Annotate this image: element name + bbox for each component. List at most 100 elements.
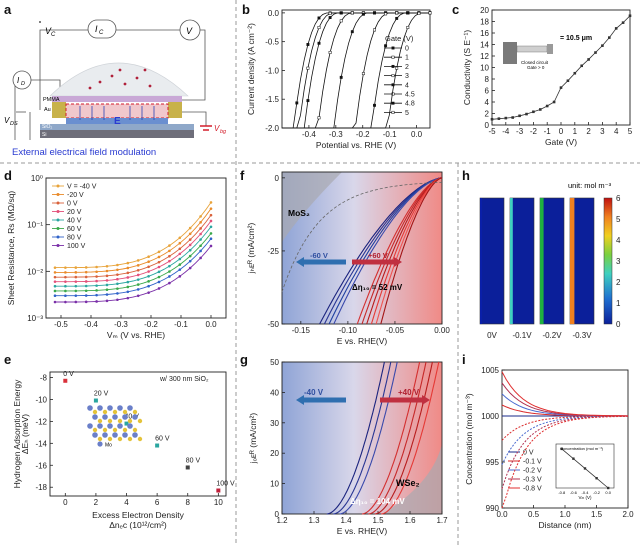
inset-y-label: Concentration (mol m⁻³) <box>560 446 604 451</box>
data-point <box>95 300 98 303</box>
data-point <box>178 268 182 271</box>
legend-title: Gate (V) <box>385 34 414 43</box>
legend-label: 20 V <box>67 209 82 216</box>
series-marker <box>373 11 376 15</box>
data-point <box>105 279 109 282</box>
panel-a-caption: External electrical field modulation <box>12 147 156 158</box>
si-substrate <box>40 130 194 138</box>
x-axis-label: Distance (nm) <box>539 520 592 530</box>
legend-marker <box>56 184 60 188</box>
material-label: MoS₂ <box>288 208 310 218</box>
data-point <box>95 270 98 274</box>
data-point <box>53 284 57 288</box>
data-point <box>188 238 192 241</box>
svg-text:C: C <box>51 32 56 38</box>
panel-letter-a: a <box>4 2 12 17</box>
data-point <box>209 219 213 223</box>
series-marker <box>373 28 376 32</box>
legend-marker <box>56 244 60 247</box>
legend-label: 0 V <box>523 450 534 457</box>
data-point <box>124 421 129 426</box>
data-point <box>157 280 161 284</box>
lattice-atom-s <box>122 409 128 415</box>
data-point <box>147 284 150 288</box>
series-marker <box>350 30 354 34</box>
x-tick-label: -0.5 <box>54 320 68 329</box>
data-point <box>74 284 78 288</box>
inset-tick-label: -0.2 <box>593 490 601 495</box>
series-line <box>282 12 430 129</box>
data-point <box>209 201 213 204</box>
x-tick-label: -0.10 <box>339 326 358 335</box>
data-point <box>608 36 611 39</box>
lattice-atom-s <box>122 427 128 433</box>
data-point <box>178 252 182 256</box>
data-point <box>199 249 202 253</box>
series-marker <box>306 66 310 70</box>
data-point <box>53 300 57 304</box>
data-point <box>64 266 67 269</box>
series-line <box>361 361 421 515</box>
data-point <box>95 275 98 278</box>
y-tick-label: 8 <box>485 75 490 84</box>
left-arrow-head <box>296 257 304 267</box>
data-point <box>74 289 78 293</box>
lattice-atom-s <box>127 436 133 442</box>
lattice-atom-s <box>112 427 118 433</box>
lattice-atom-s <box>137 418 143 424</box>
svg-text:V: V <box>45 26 52 36</box>
data-point <box>157 287 161 290</box>
panel-letter-e: e <box>4 352 11 367</box>
lattice-atom-s <box>92 427 98 433</box>
data-point <box>178 263 182 266</box>
point-label: 80 V <box>186 457 201 464</box>
panel-letter-h: h <box>462 168 470 183</box>
panel-f: f -0.15 -0.10 -0.05 0.00 0 -25 -50 E vs. RHE(V)… <box>240 168 450 346</box>
data-point <box>511 116 514 119</box>
inset-tick-label: -0.6 <box>570 490 578 495</box>
x-tick-label: 2.0 <box>622 510 634 519</box>
lattice-atom-s <box>132 409 138 415</box>
legend-label: 4.8 <box>405 101 415 108</box>
right-arrow-label: +60 V <box>368 251 388 260</box>
x-tick-label: 3 <box>600 127 605 136</box>
y-tick-label: 16 <box>480 29 489 38</box>
data-point <box>64 271 67 274</box>
data-point <box>594 51 597 54</box>
data-point <box>199 256 202 260</box>
data-point <box>105 283 109 287</box>
data-point <box>116 277 119 281</box>
svg-text:DS: DS <box>10 121 18 127</box>
data-point <box>53 289 57 293</box>
colorbar-tick-label: 0 <box>616 320 621 329</box>
y-tick-label: 50 <box>270 358 279 367</box>
y-tick-label: 10⁻¹ <box>27 221 43 230</box>
data-point <box>518 114 521 118</box>
sio2-layer <box>40 124 194 130</box>
y-axis-label: Current density (A cm⁻²) <box>246 23 256 115</box>
series-line <box>55 238 212 297</box>
heatmap-column <box>539 197 565 325</box>
data-point <box>209 225 213 229</box>
data-point <box>188 266 192 270</box>
x-tick-label: 4 <box>124 498 129 507</box>
x-tick-label: -0.4 <box>84 320 98 329</box>
data-point <box>74 280 78 283</box>
y-tick-label: 20 <box>270 449 279 458</box>
data-point <box>147 265 150 269</box>
data-point <box>116 292 119 295</box>
y-tick-label: 1005 <box>481 366 499 375</box>
colorbar-tick-label: 1 <box>616 299 621 308</box>
data-point <box>168 275 171 278</box>
data-point <box>573 71 577 75</box>
x-tick-label: -0.3 <box>114 320 128 329</box>
legend-label: 4 <box>405 82 409 89</box>
y-tick-label: -0.5 <box>265 38 279 47</box>
data-point <box>64 284 67 288</box>
point-label: 60 V <box>155 436 170 443</box>
point-label: 0 V <box>63 371 74 378</box>
lattice-atom-s <box>92 409 98 415</box>
y-tick-label: -16 <box>35 461 47 470</box>
data-point <box>157 255 161 259</box>
legend-label: 1 <box>405 55 409 62</box>
